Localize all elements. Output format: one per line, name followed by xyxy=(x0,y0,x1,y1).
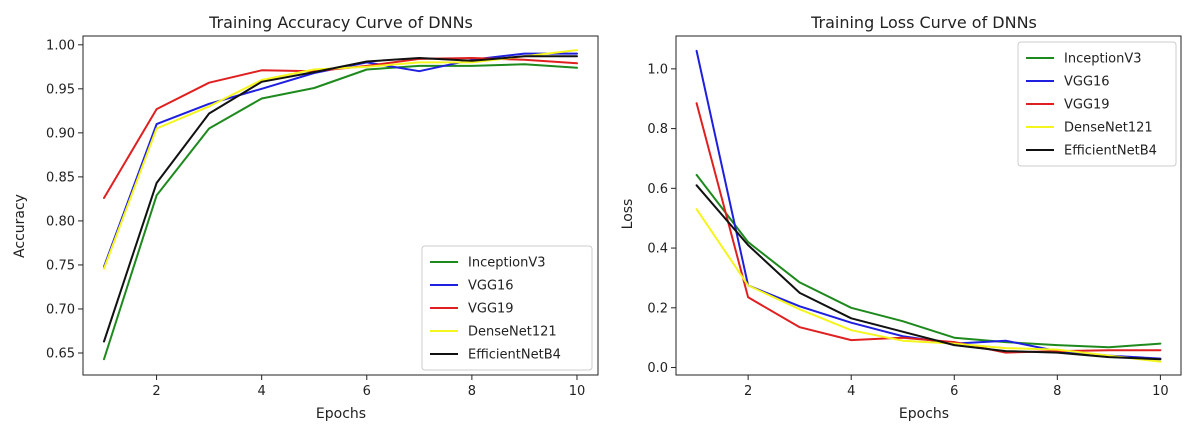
legend-label: InceptionV3 xyxy=(1064,52,1142,67)
y-tick-label: 0.90 xyxy=(46,126,75,141)
x-tick-label: 2 xyxy=(744,384,752,399)
x-tick-label: 10 xyxy=(569,384,586,399)
legend-box xyxy=(1017,41,1177,167)
accuracy-chart: Training Accuracy Curve of DNNs Epochs A… xyxy=(12,13,599,422)
y-tick-label: 0.80 xyxy=(46,214,75,229)
legend-label: VGG19 xyxy=(468,302,514,317)
chart-title: Training Accuracy Curve of DNNs xyxy=(208,13,473,32)
series-line-inceptionv3 xyxy=(103,63,578,361)
x-tick-label: 8 xyxy=(468,384,476,399)
legend-box xyxy=(421,245,593,371)
legend-label: VGG16 xyxy=(1064,75,1110,90)
series-line-vgg19 xyxy=(695,102,1162,354)
plot-frame xyxy=(82,35,599,376)
legend-label: VGG19 xyxy=(1064,98,1110,113)
series-line-efficientnetb4 xyxy=(103,55,578,343)
y-tick-label: 0.4 xyxy=(647,242,668,257)
y-axis-label: Loss xyxy=(620,199,636,230)
x-tick-label: 8 xyxy=(1053,384,1061,399)
loss-chart: Training Loss Curve of DNNs Epochs Loss … xyxy=(620,13,1182,422)
legend-label: DenseNet121 xyxy=(1064,121,1153,136)
x-tick-label: 6 xyxy=(950,384,958,399)
series-line-efficientnetb4 xyxy=(695,184,1162,361)
y-tick-label: 0.2 xyxy=(647,301,668,316)
chart-title: Training Loss Curve of DNNs xyxy=(810,13,1037,32)
y-tick-label: 0.95 xyxy=(46,82,75,97)
y-tick-label: 0.8 xyxy=(647,122,668,137)
legend: InceptionV3 VGG16 VGG19 DenseNet121 Efficien… xyxy=(1017,41,1177,167)
y-axis-label: Accuracy xyxy=(12,194,28,258)
x-axis-label: Epochs xyxy=(316,406,366,422)
y-tick-label: 0.70 xyxy=(46,302,75,317)
x-tick-label: 6 xyxy=(363,384,371,399)
plot-frame xyxy=(675,35,1182,376)
legend-label: EfficientNetB4 xyxy=(468,348,561,363)
y-tick-label: 0.0 xyxy=(647,361,668,376)
series-line-inceptionv3 xyxy=(695,173,1162,349)
y-tick-label: 0.65 xyxy=(46,346,75,361)
x-tick-label: 2 xyxy=(152,384,160,399)
y-tick-label: 0.75 xyxy=(46,258,75,273)
x-axis-label: Epochs xyxy=(899,406,949,422)
x-tick-label: 10 xyxy=(1152,384,1169,399)
x-tick-label: 4 xyxy=(258,384,266,399)
legend-label: DenseNet121 xyxy=(468,325,557,340)
y-tick-label: 0.6 xyxy=(647,182,668,197)
x-tick-label: 4 xyxy=(847,384,855,399)
y-tick-label: 1.0 xyxy=(647,62,668,77)
y-tick-label: 1.00 xyxy=(46,38,75,53)
legend: InceptionV3 VGG16 VGG19 DenseNet121 Efficien… xyxy=(421,245,593,371)
legend-label: VGG16 xyxy=(468,279,514,294)
y-tick-label: 0.85 xyxy=(46,170,75,185)
legend-label: InceptionV3 xyxy=(468,256,546,271)
series-line-densenet121 xyxy=(695,208,1162,363)
legend-label: EfficientNetB4 xyxy=(1064,144,1157,159)
